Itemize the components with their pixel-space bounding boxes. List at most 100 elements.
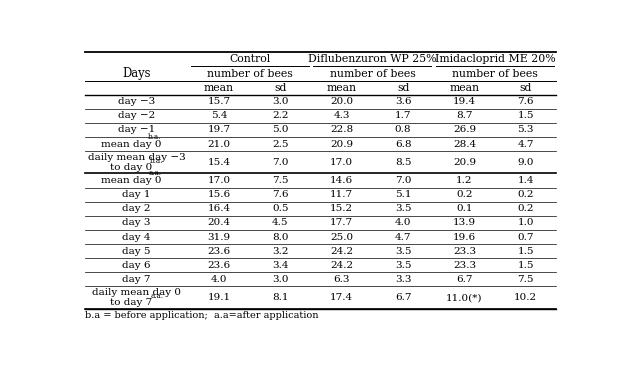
Text: number of bees: number of bees [330, 69, 415, 79]
Text: Days: Days [122, 67, 151, 80]
Text: 17.0: 17.0 [207, 176, 230, 185]
Text: 8.0: 8.0 [272, 232, 289, 242]
Text: sd: sd [397, 83, 409, 93]
Text: 6.8: 6.8 [395, 139, 411, 149]
Text: 4.7: 4.7 [517, 139, 534, 149]
Text: 20.9: 20.9 [330, 139, 353, 149]
Text: 0.8: 0.8 [395, 125, 411, 134]
Text: 20.0: 20.0 [330, 97, 353, 106]
Text: 20.9: 20.9 [453, 158, 476, 167]
Text: 16.4: 16.4 [207, 204, 230, 213]
Text: 15.4: 15.4 [207, 158, 230, 167]
Text: 11.0(*): 11.0(*) [446, 293, 483, 302]
Text: 8.1: 8.1 [272, 293, 289, 302]
Text: 7.5: 7.5 [272, 176, 289, 185]
Text: 19.1: 19.1 [207, 293, 230, 302]
Text: 2.2: 2.2 [272, 111, 289, 120]
Text: 6.7: 6.7 [395, 293, 411, 302]
Text: mean day 0: mean day 0 [101, 139, 161, 149]
Text: mean: mean [327, 83, 356, 93]
Text: 23.3: 23.3 [453, 261, 476, 270]
Text: 4.7: 4.7 [395, 232, 411, 242]
Text: 2.5: 2.5 [272, 139, 289, 149]
Text: 6.3: 6.3 [333, 275, 350, 284]
Text: 4.5: 4.5 [272, 218, 289, 228]
Text: 1.5: 1.5 [517, 261, 534, 270]
Text: 5.3: 5.3 [517, 125, 534, 134]
Text: day 6: day 6 [122, 261, 151, 270]
Text: 15.2: 15.2 [330, 204, 353, 213]
Text: 3.5: 3.5 [395, 261, 411, 270]
Text: 4.0: 4.0 [395, 218, 411, 228]
Text: 0.5: 0.5 [272, 204, 289, 213]
Text: 1.5: 1.5 [517, 247, 534, 256]
Text: daily mean day −3: daily mean day −3 [88, 153, 186, 162]
Text: day 2: day 2 [122, 204, 151, 213]
Text: day 5: day 5 [122, 247, 151, 256]
Text: sd: sd [274, 83, 286, 93]
Text: a.a.: a.a. [148, 169, 161, 178]
Text: mean: mean [450, 83, 479, 93]
Text: b.a.: b.a. [148, 133, 161, 141]
Text: 8.5: 8.5 [395, 158, 411, 167]
Text: 3.5: 3.5 [395, 247, 411, 256]
Text: day 4: day 4 [122, 232, 151, 242]
Text: 3.4: 3.4 [272, 261, 289, 270]
Text: 0.2: 0.2 [517, 190, 534, 199]
Text: day 3: day 3 [122, 218, 151, 228]
Text: 3.6: 3.6 [395, 97, 411, 106]
Text: 17.4: 17.4 [330, 293, 353, 302]
Text: daily mean day 0: daily mean day 0 [92, 288, 181, 297]
Text: mean: mean [204, 83, 234, 93]
Text: 0.2: 0.2 [456, 190, 473, 199]
Text: 3.3: 3.3 [395, 275, 411, 284]
Text: 5.4: 5.4 [211, 111, 227, 120]
Text: 11.7: 11.7 [330, 190, 353, 199]
Text: 1.0: 1.0 [517, 218, 534, 228]
Text: 23.3: 23.3 [453, 247, 476, 256]
Text: 28.4: 28.4 [453, 139, 476, 149]
Text: 3.0: 3.0 [272, 275, 289, 284]
Text: 13.9: 13.9 [453, 218, 476, 228]
Text: 4.3: 4.3 [333, 111, 350, 120]
Text: 6.7: 6.7 [456, 275, 473, 284]
Text: 9.0: 9.0 [517, 158, 534, 167]
Text: 7.5: 7.5 [517, 275, 534, 284]
Text: 7.0: 7.0 [395, 176, 411, 185]
Text: 1.4: 1.4 [517, 176, 534, 185]
Text: b.a = before application;  a.a=after application: b.a = before application; a.a=after appl… [85, 311, 319, 320]
Text: 15.6: 15.6 [207, 190, 230, 199]
Text: 7.6: 7.6 [272, 190, 289, 199]
Text: day −2: day −2 [118, 111, 155, 120]
Text: 25.0: 25.0 [330, 232, 353, 242]
Text: 24.2: 24.2 [330, 247, 353, 256]
Text: 31.9: 31.9 [207, 232, 230, 242]
Text: mean day 0: mean day 0 [101, 176, 161, 185]
Text: 26.9: 26.9 [453, 125, 476, 134]
Text: sd: sd [520, 83, 532, 93]
Text: day 1: day 1 [122, 190, 151, 199]
Text: 1.5: 1.5 [517, 111, 534, 120]
Text: 8.7: 8.7 [456, 111, 473, 120]
Text: number of bees: number of bees [207, 69, 292, 79]
Text: a.a.: a.a. [150, 292, 163, 300]
Text: 10.2: 10.2 [514, 293, 537, 302]
Text: Control: Control [229, 54, 270, 64]
Text: 7.0: 7.0 [272, 158, 289, 167]
Text: 4.0: 4.0 [211, 275, 227, 284]
Text: 0.2: 0.2 [517, 204, 534, 213]
Text: 19.4: 19.4 [453, 97, 476, 106]
Text: day −1: day −1 [118, 125, 155, 134]
Text: to day 0: to day 0 [110, 163, 152, 172]
Text: 5.1: 5.1 [395, 190, 411, 199]
Text: 23.6: 23.6 [207, 261, 230, 270]
Text: 22.8: 22.8 [330, 125, 353, 134]
Text: Diflubenzuron WP 25%: Diflubenzuron WP 25% [308, 54, 437, 64]
Text: 17.0: 17.0 [330, 158, 353, 167]
Text: to day 7: to day 7 [110, 298, 152, 307]
Text: 23.6: 23.6 [207, 247, 230, 256]
Text: 7.6: 7.6 [517, 97, 534, 106]
Text: 21.0: 21.0 [207, 139, 230, 149]
Text: 24.2: 24.2 [330, 261, 353, 270]
Text: 19.6: 19.6 [453, 232, 476, 242]
